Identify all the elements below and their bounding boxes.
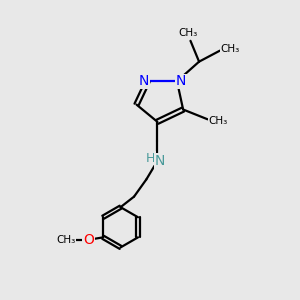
Text: O: O	[83, 233, 94, 247]
Text: N: N	[176, 74, 186, 88]
Text: N: N	[155, 154, 166, 168]
Text: CH₃: CH₃	[57, 235, 76, 245]
Text: H: H	[146, 152, 155, 165]
Text: N: N	[139, 74, 149, 88]
Text: CH₃: CH₃	[178, 28, 198, 38]
Text: CH₃: CH₃	[220, 44, 240, 54]
Text: CH₃: CH₃	[208, 116, 228, 126]
